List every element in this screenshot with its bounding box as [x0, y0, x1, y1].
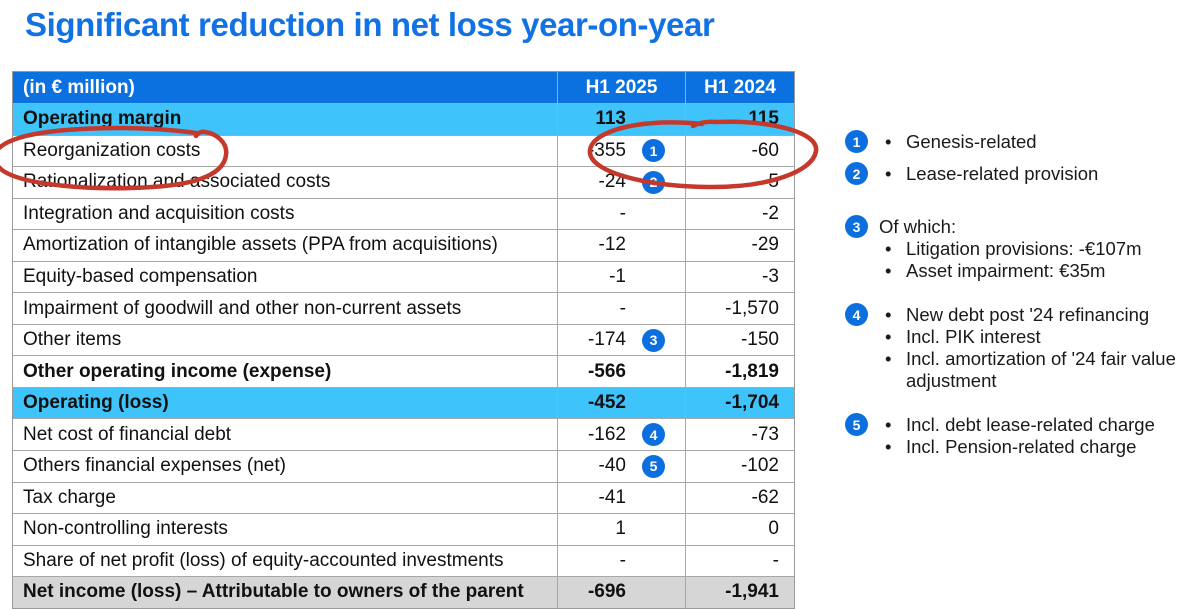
value-h1-2025: -696: [587, 581, 626, 603]
note-2-badge-icon: 2: [845, 162, 868, 185]
value-h1-2024: -73: [751, 423, 779, 445]
callout-badge-4: 4: [642, 423, 665, 447]
callout-badge-1: 1: [642, 139, 665, 163]
value-h1-2025: 113: [595, 108, 626, 130]
table-row-reorganization-costs: Reorganization costs -355 1 -60: [13, 134, 794, 167]
row-label: Other items: [23, 329, 122, 351]
value-h1-2025: -24: [598, 171, 626, 193]
note-3-badge-icon: 3: [845, 215, 868, 238]
value-h1-2025: -: [619, 202, 626, 224]
value-h1-2024: -1,570: [725, 297, 779, 319]
table-row-other-items: Other items -174 3 -150: [13, 323, 794, 356]
row-label: Net income (loss) – Attributable to owne…: [23, 581, 524, 603]
value-h1-2024: -60: [751, 139, 779, 161]
table-row-share-net-profit: Share of net profit (loss) of equity-acc…: [13, 544, 794, 577]
row-label: Non-controlling interests: [23, 518, 228, 540]
table-row-rationalization: Rationalization and associated costs -24…: [13, 166, 794, 198]
value-h1-2024: 115: [748, 108, 779, 130]
note-heading: Of which:: [879, 216, 957, 237]
value-h1-2025: -40: [598, 455, 626, 477]
value-h1-2024: -150: [740, 329, 779, 351]
table-row-impairment: Impairment of goodwill and other non-cur…: [13, 292, 794, 324]
table-row-operating-margin: Operating margin 113 115: [13, 103, 794, 135]
note-3: 3 Of which: Litigation provisions: -€107…: [845, 215, 1190, 282]
table-row-others-financial-expenses: Others financial expenses (net) -40 5 -10…: [13, 450, 794, 482]
row-label: Operating (loss): [23, 392, 169, 414]
note-bullet: New debt post '24 refinancing: [878, 304, 1190, 326]
value-h1-2025: 1: [615, 518, 626, 540]
note-bullet: Genesis-related: [878, 131, 1190, 153]
row-label: Equity-based compensation: [23, 266, 258, 287]
table-row-other-operating-income: Other operating income (expense) -566 -1…: [13, 355, 794, 387]
row-label: Net cost of financial debt: [23, 423, 232, 445]
note-4: 4 New debt post '24 refinancing Incl. PI…: [845, 303, 1190, 392]
callout-badge-2: 2: [642, 170, 665, 194]
row-label: Reorganization costs: [23, 139, 201, 161]
table-row-net-income: Net income (loss) – Attributable to owne…: [13, 576, 794, 608]
value-h1-2024: -62: [751, 486, 779, 508]
row-label: Operating margin: [23, 108, 182, 130]
table-row-integration: Integration and acquisition costs - -2: [13, 197, 794, 230]
table-row-operating-loss: Operating (loss) -452 -1,704: [13, 386, 794, 419]
value-h1-2024: -2: [762, 202, 779, 224]
table-row-net-cost-financial-debt: Net cost of financial debt -162 4 -73: [13, 418, 794, 451]
note-bullet: Incl. PIK interest: [878, 326, 1190, 348]
value-h1-2024: -1,819: [725, 360, 779, 382]
note-1-badge-icon: 1: [845, 130, 868, 153]
note-4-badge-icon: 4: [845, 303, 868, 326]
note-2: 2 Lease-related provision: [845, 162, 1190, 185]
table-row-non-controlling-interests: Non-controlling interests 1 0: [13, 513, 794, 545]
value-h1-2025: -41: [598, 486, 626, 508]
note-bullet: Incl. debt lease-related charge: [878, 414, 1190, 436]
note-bullet: Litigation provisions: -€107m: [878, 238, 1190, 260]
table-row-equity-compensation: Equity-based compensation -1 -3: [13, 260, 794, 293]
callout-badge-3: 3: [642, 328, 665, 352]
row-label: Amortization of intangible assets (PPA f…: [23, 234, 498, 256]
table-row-tax-charge: Tax charge -41 -62: [13, 481, 794, 514]
financial-table: (in € million) H1 2025 H1 2024 Operating…: [12, 71, 795, 609]
value-h1-2025: -355: [587, 139, 626, 161]
value-h1-2024: -: [772, 549, 779, 571]
note-bullet: Incl. amortization of '24 fair value adj…: [878, 348, 1190, 392]
header-col-h1-2024: H1 2024: [685, 72, 794, 103]
value-h1-2024: -5: [762, 171, 779, 193]
value-h1-2025: -566: [587, 360, 626, 382]
row-label: Other operating income (expense): [23, 360, 332, 382]
header-col-h1-2025: H1 2025: [557, 72, 685, 103]
value-h1-2025: -174: [587, 329, 626, 351]
value-h1-2024: -1,941: [725, 581, 779, 603]
annotation-notes-panel: 1 Genesis-related 2 Lease-related provis…: [845, 130, 1190, 458]
note-5-badge-icon: 5: [845, 413, 868, 436]
value-h1-2025: -452: [587, 392, 626, 414]
row-label: Integration and acquisition costs: [23, 202, 295, 224]
value-h1-2024: 0: [768, 518, 779, 540]
row-label: Tax charge: [23, 486, 116, 508]
row-label: Impairment of goodwill and other non-cur…: [23, 297, 462, 319]
table-row-amortization: Amortization of intangible assets (PPA f…: [13, 229, 794, 261]
value-h1-2025: -: [619, 297, 626, 319]
row-label: Share of net profit (loss) of equity-acc…: [23, 549, 504, 571]
value-h1-2024: -102: [740, 455, 779, 477]
row-label: Others financial expenses (net): [23, 455, 286, 477]
note-5: 5 Incl. debt lease-related charge Incl. …: [845, 413, 1190, 458]
note-1: 1 Genesis-related: [845, 130, 1190, 153]
header-unit-label: (in € million): [23, 76, 135, 98]
note-bullet: Lease-related provision: [878, 163, 1190, 185]
note-bullet: Incl. Pension-related charge: [878, 436, 1190, 458]
note-bullet: Asset impairment: €35m: [878, 260, 1190, 282]
row-label: Rationalization and associated costs: [23, 171, 331, 193]
value-h1-2025: -: [619, 549, 626, 571]
page-title: Significant reduction in net loss year-o…: [25, 6, 715, 43]
table-header-row: (in € million) H1 2025 H1 2024: [13, 72, 794, 103]
value-h1-2024: -29: [751, 234, 779, 256]
value-h1-2025: -162: [587, 423, 626, 445]
callout-badge-5: 5: [642, 454, 665, 478]
value-h1-2024: -3: [762, 266, 779, 287]
value-h1-2025: -12: [598, 234, 626, 256]
value-h1-2025: -1: [609, 266, 626, 287]
value-h1-2024: -1,704: [725, 392, 779, 414]
